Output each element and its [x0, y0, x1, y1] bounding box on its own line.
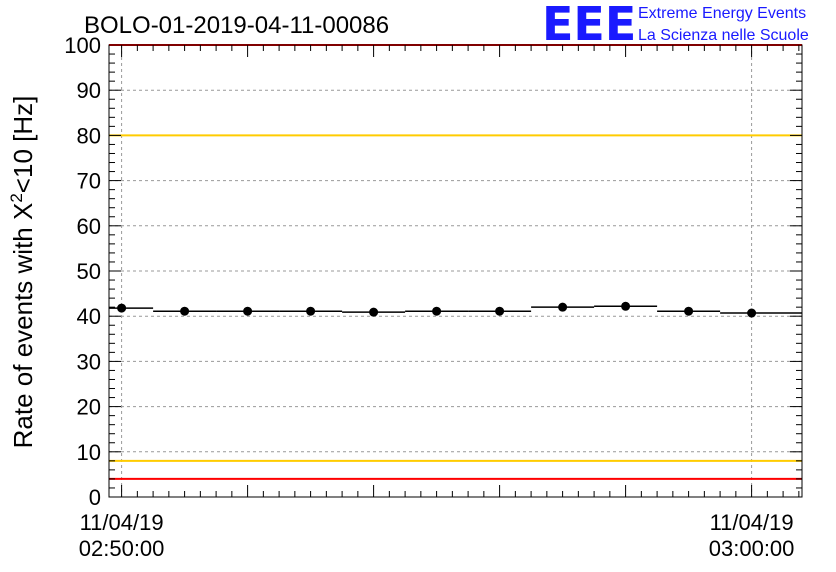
data-point: [180, 306, 190, 316]
data-point: [243, 306, 253, 316]
y-tick-labels: 0 10 20 30 40 50 60 70 80 90 100: [64, 33, 101, 510]
y-tick-label: 20: [77, 395, 101, 420]
data-point: [621, 301, 631, 311]
y-axis-label: Rate of events with X2<10 [Hz]: [7, 96, 38, 449]
logo-line-1: Extreme Energy Events: [638, 5, 806, 22]
y-tick-label: 50: [77, 259, 101, 284]
data-point: [684, 306, 694, 316]
logo-letters: EEE: [542, 0, 636, 51]
chart-title: BOLO-01-2019-04-11-00086: [84, 12, 389, 39]
x-tick-label-date: 11/04/19: [710, 510, 794, 535]
axis-ticks: [109, 44, 802, 498]
y-tick-label: 70: [77, 169, 101, 194]
data-point: [432, 306, 442, 316]
y-axis-label-tail: <10 [Hz]: [8, 96, 38, 194]
data-point: [747, 308, 757, 318]
y-axis-label-main: Rate of events with X: [8, 203, 38, 449]
data-point: [558, 302, 568, 312]
data-series: [109, 301, 802, 318]
x-tick-label-date: 11/04/19: [80, 510, 164, 535]
x-tick-label-time: 02:50:00: [79, 536, 165, 561]
y-tick-label: 80: [77, 123, 101, 148]
y-tick-label: 0: [89, 485, 101, 510]
y-tick-label: 10: [77, 440, 101, 465]
y-tick-label: 100: [64, 33, 101, 58]
data-point: [306, 306, 316, 316]
y-tick-label: 40: [77, 304, 101, 329]
reference-lines: [109, 44, 802, 480]
data-point: [117, 303, 127, 313]
logo-line-2: La Scienza nelle Scuole: [638, 27, 809, 44]
y-axis-label-sup: 2: [7, 193, 26, 202]
y-tick-label: 90: [77, 78, 101, 103]
y-tick-label: 30: [77, 349, 101, 374]
grid-lines: [109, 45, 802, 497]
y-tick-label: 60: [77, 214, 101, 239]
data-point: [495, 306, 505, 316]
x-tick-label-time: 03:00:00: [709, 536, 795, 561]
data-point: [369, 307, 379, 317]
eee-logo: EEE Extreme Energy Events La Scienza nel…: [542, 0, 809, 51]
